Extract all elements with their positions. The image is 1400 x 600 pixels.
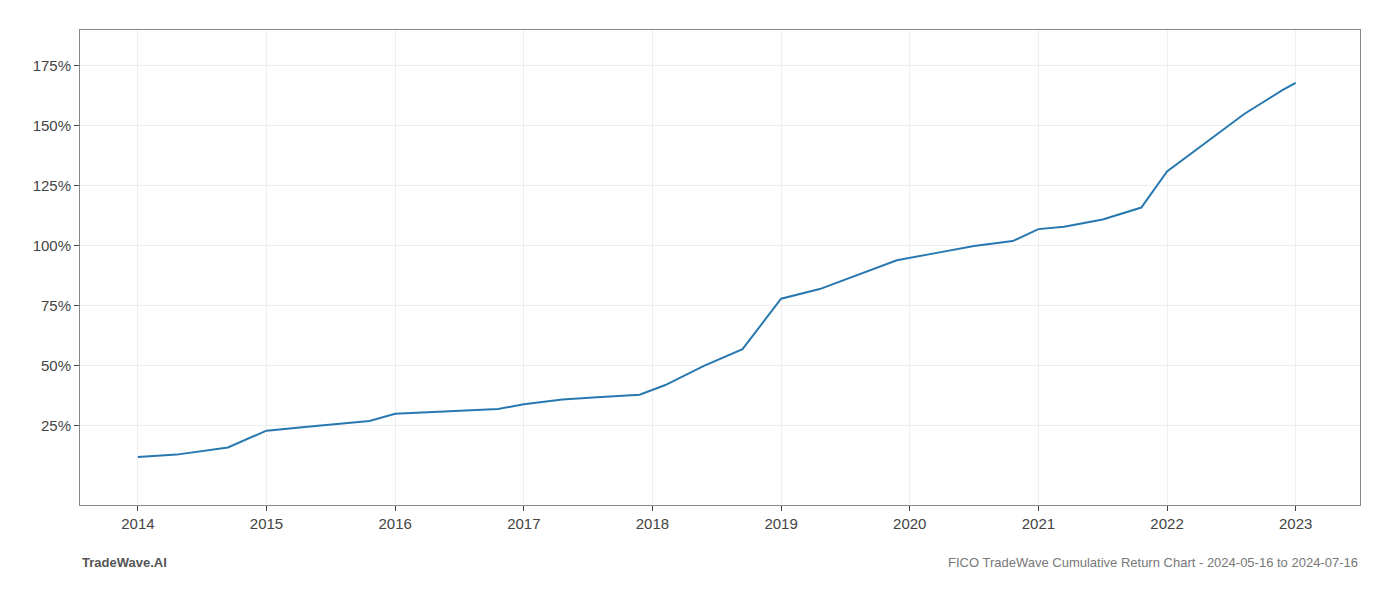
svg-text:150%: 150%	[33, 117, 71, 134]
svg-text:TradeWave.AI: TradeWave.AI	[82, 555, 167, 570]
svg-text:75%: 75%	[41, 297, 71, 314]
svg-text:2019: 2019	[764, 515, 797, 532]
svg-text:100%: 100%	[33, 237, 71, 254]
svg-text:25%: 25%	[41, 417, 71, 434]
svg-text:2023: 2023	[1279, 515, 1312, 532]
svg-text:2014: 2014	[121, 515, 154, 532]
svg-text:50%: 50%	[41, 357, 71, 374]
svg-text:2016: 2016	[378, 515, 411, 532]
svg-text:FICO TradeWave Cumulative Retu: FICO TradeWave Cumulative Return Chart -…	[948, 555, 1358, 570]
svg-text:2018: 2018	[636, 515, 669, 532]
svg-text:2017: 2017	[507, 515, 540, 532]
svg-text:175%: 175%	[33, 57, 71, 74]
svg-text:125%: 125%	[33, 177, 71, 194]
svg-text:2021: 2021	[1022, 515, 1055, 532]
svg-text:2020: 2020	[893, 515, 926, 532]
svg-text:2022: 2022	[1150, 515, 1183, 532]
svg-text:2015: 2015	[250, 515, 283, 532]
